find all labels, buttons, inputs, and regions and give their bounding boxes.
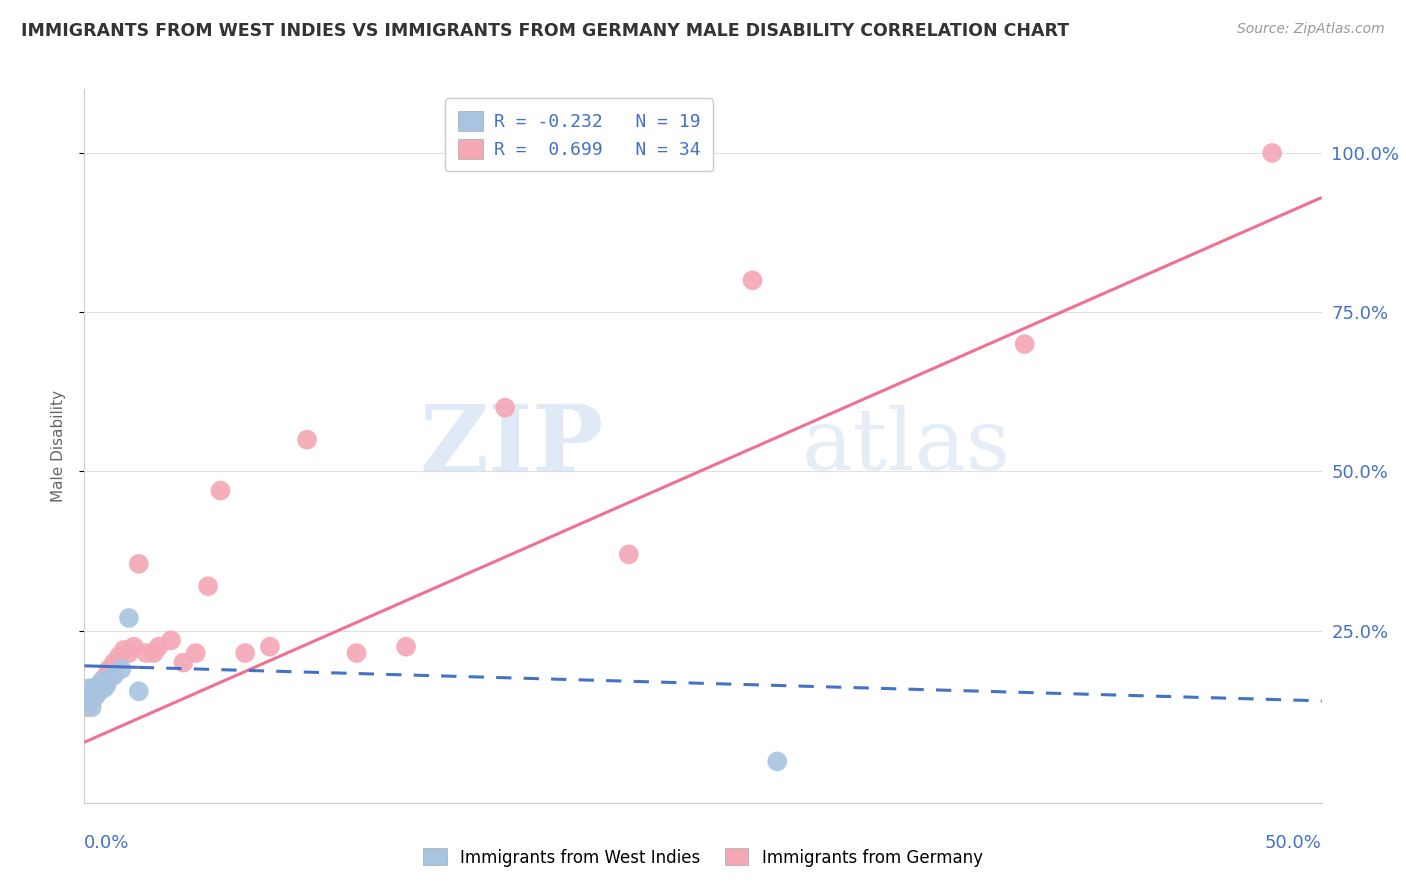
Point (79, 681, 101, 695)
Point (741, 273, 763, 287)
Point (110, 662, 132, 676)
Point (98, 672, 121, 686)
Point (142, 646, 165, 660)
Point (79, 694, 101, 708)
Point (617, 547, 640, 561)
Point (197, 579, 219, 593)
Point (118, 646, 141, 660)
Point (148, 640, 170, 654)
Point (98, 662, 121, 676)
Point (83, 690, 105, 705)
Point (89, 678, 111, 692)
Point (122, 640, 145, 654)
Point (83, 684, 105, 698)
Point (1261, 145, 1284, 160)
Point (160, 633, 183, 648)
Point (128, 557, 150, 571)
Point (76, 694, 98, 708)
Point (135, 646, 157, 660)
Point (766, 755, 789, 769)
Text: Source: ZipAtlas.com: Source: ZipAtlas.com (1237, 22, 1385, 37)
Point (103, 656, 125, 670)
Point (184, 646, 207, 660)
Text: atlas: atlas (801, 404, 1011, 488)
Point (395, 640, 418, 654)
Point (86, 681, 108, 695)
Point (209, 483, 232, 498)
Text: IMMIGRANTS FROM WEST INDIES VS IMMIGRANTS FROM GERMANY MALE DISABILITY CORRELATI: IMMIGRANTS FROM WEST INDIES VS IMMIGRANT… (21, 22, 1069, 40)
Legend: Immigrants from West Indies, Immigrants from Germany: Immigrants from West Indies, Immigrants … (413, 838, 993, 877)
Point (1014, 337, 1036, 351)
Point (295, 433, 318, 447)
Y-axis label: Male Disability: Male Disability (51, 390, 66, 502)
Point (96, 668, 118, 682)
Point (80, 688, 103, 702)
Text: 50.0%: 50.0% (1265, 834, 1322, 852)
Point (89, 684, 111, 698)
Point (112, 643, 135, 657)
Point (108, 649, 131, 664)
Point (494, 401, 516, 415)
Point (86, 681, 108, 695)
Point (233, 646, 256, 660)
Text: ZIP: ZIP (420, 401, 605, 491)
Point (86, 688, 108, 702)
Point (83, 681, 105, 695)
Point (103, 668, 125, 682)
Point (90, 674, 112, 689)
Point (118, 611, 141, 625)
Point (96, 678, 118, 692)
Point (93, 672, 115, 686)
Point (76, 700, 98, 714)
Point (93, 681, 115, 695)
Point (90, 674, 112, 689)
Point (259, 640, 281, 654)
Point (346, 646, 368, 660)
Text: 0.0%: 0.0% (84, 834, 129, 852)
Point (80, 700, 103, 714)
Point (80, 684, 103, 698)
Point (79, 688, 101, 702)
Point (172, 656, 194, 670)
Point (128, 684, 150, 698)
